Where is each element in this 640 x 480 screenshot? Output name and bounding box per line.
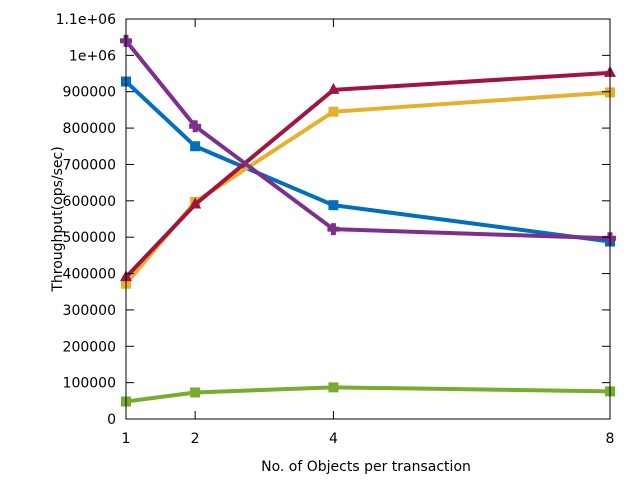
y-tick-label: 400000 <box>63 267 116 283</box>
series-1 <box>121 76 615 247</box>
x-axis: 1 2 4 8 <box>122 19 615 447</box>
x-axis-label: No. of Objects per transaction <box>261 459 471 475</box>
y-tick-label: 100000 <box>63 376 116 392</box>
y-tick-label: 500000 <box>63 230 116 246</box>
data-point <box>328 382 339 393</box>
y-tick-label: 300000 <box>63 303 116 319</box>
data-point <box>328 200 339 211</box>
plot-marks <box>120 34 616 407</box>
series-3 <box>120 65 616 282</box>
y-tick-label: 0 <box>107 412 116 428</box>
series-line <box>124 80 611 244</box>
y-axis: 0 100000 200000 300000 400000 500000 600000 700… <box>56 12 610 428</box>
series-4 <box>120 34 616 245</box>
data-point <box>327 82 340 94</box>
y-tick-label: 800000 <box>63 121 116 137</box>
y-tick-label: 200000 <box>63 339 116 355</box>
data-point <box>189 120 202 133</box>
data-point <box>328 106 339 117</box>
y-tick-label: 1e+06 <box>69 48 116 64</box>
data-point <box>190 387 201 398</box>
series-line <box>124 70 611 279</box>
series-line <box>124 39 611 241</box>
data-point <box>189 197 202 209</box>
data-point <box>190 141 201 152</box>
x-tick-label: 1 <box>122 431 131 447</box>
x-tick-label: 2 <box>191 431 200 447</box>
y-tick-label: 900000 <box>63 85 116 101</box>
series-5 <box>121 382 615 407</box>
x-tick-label: 4 <box>329 431 338 447</box>
plot-frame <box>125 18 611 420</box>
series-2 <box>121 87 615 289</box>
data-point <box>327 223 340 236</box>
y-tick-label: 1.1e+06 <box>56 12 117 28</box>
series-line <box>125 385 611 404</box>
series-line <box>124 90 611 286</box>
y-axis-label: Throughput(ops/sec) <box>50 146 66 292</box>
y-tick-label: 700000 <box>63 157 116 173</box>
x-tick-label: 8 <box>606 431 615 447</box>
y-tick-label: 600000 <box>63 194 116 210</box>
